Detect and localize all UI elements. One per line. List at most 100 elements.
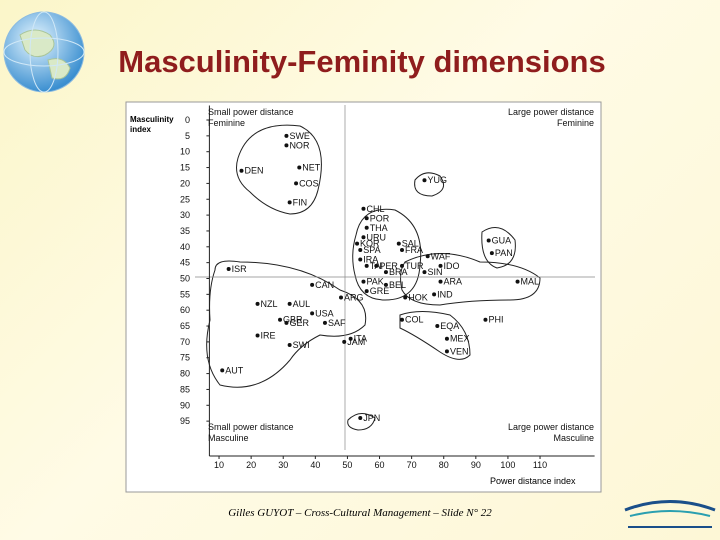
point-label: NET	[302, 163, 321, 173]
point-label: VEN	[450, 346, 469, 356]
x-tick-label: 70	[407, 460, 417, 470]
point-label: FRA	[405, 245, 423, 255]
point-label: JAM	[347, 337, 365, 347]
point	[361, 206, 366, 211]
point-label: SWI	[293, 340, 310, 350]
y-tick-label: 55	[180, 289, 190, 299]
x-tick-label: 30	[278, 460, 288, 470]
point-label: DEN	[245, 166, 264, 176]
y-tick-label: 50	[180, 273, 190, 283]
point	[444, 349, 449, 354]
point-label: PHI	[488, 315, 503, 325]
point-label: TUR	[405, 261, 424, 271]
y-tick-label: 5	[185, 131, 190, 141]
point-label: COL	[405, 315, 424, 325]
x-axis-label: Power distance index	[490, 476, 576, 486]
point	[403, 295, 408, 300]
point-label: CAN	[315, 280, 334, 290]
slide-title: Masculinity-Feminity dimensions	[118, 44, 605, 79]
point-label: NZL	[261, 299, 278, 309]
point-label: KOR	[360, 239, 380, 249]
point	[438, 279, 443, 284]
x-tick-label: 80	[439, 460, 449, 470]
point	[226, 266, 231, 271]
point-label: MEX	[450, 334, 470, 344]
point	[374, 263, 379, 268]
point	[400, 263, 404, 268]
y-tick-label: 15	[180, 163, 190, 173]
point	[383, 270, 388, 275]
point-label: IND	[437, 289, 453, 299]
point-label: EQA	[440, 321, 459, 331]
quadrant-label: Masculine	[553, 433, 594, 443]
point-label: FIN	[293, 197, 308, 207]
point-label: WAF	[431, 251, 451, 261]
y-tick-label: 40	[180, 242, 190, 252]
point-label: ITA	[354, 334, 367, 344]
point-label: SAF	[328, 318, 346, 328]
point	[294, 181, 299, 186]
point-label: IRE	[261, 331, 276, 341]
cluster-outlines	[206, 124, 541, 431]
quadrant-label: Small power distance	[208, 422, 294, 432]
point	[489, 251, 494, 256]
point-label: IRA	[363, 254, 378, 264]
plot-background	[125, 101, 602, 493]
point	[310, 311, 315, 316]
point	[255, 301, 260, 306]
point-label: SWE	[289, 131, 310, 141]
y-tick-label: 65	[180, 321, 190, 331]
point	[348, 336, 353, 341]
footer: Gilles GUYOT – Cross-Cultural Management…	[228, 507, 492, 519]
point	[383, 282, 388, 287]
point-label: AUT	[225, 365, 244, 375]
point-label: MAL	[521, 277, 540, 287]
y-tick-label: 30	[180, 210, 190, 220]
x-tick-label: 50	[342, 460, 352, 470]
y-tick-label: 20	[180, 178, 190, 188]
point	[287, 200, 292, 205]
point	[444, 336, 449, 341]
point	[287, 301, 292, 306]
point	[297, 165, 302, 170]
y-tick-label: 70	[180, 337, 190, 347]
point-label: ARA	[444, 277, 463, 287]
point-label: HOK	[408, 293, 428, 303]
quadrant-label: Masculine	[208, 433, 249, 443]
point-label: GBR	[283, 315, 303, 325]
y-tick-label: 80	[180, 369, 190, 379]
x-tick-label: 20	[246, 460, 256, 470]
x-tick-label: 100	[500, 460, 515, 470]
y-tick-label: 10	[180, 147, 190, 157]
y-tick-label: 35	[180, 226, 190, 236]
point-label: COS	[299, 178, 319, 188]
point	[284, 133, 289, 138]
point	[342, 339, 347, 344]
point	[422, 270, 427, 275]
quadrant-label: Feminine	[557, 118, 594, 128]
point	[361, 279, 366, 284]
point-label: SAL	[402, 239, 419, 249]
point-label: BRA	[389, 267, 408, 277]
point	[432, 292, 437, 297]
quadrant-label: Large power distance	[508, 107, 594, 117]
point-label: IDO	[444, 261, 460, 271]
globe-icon	[3, 11, 85, 93]
point-label: PAK	[366, 277, 383, 287]
point	[220, 368, 225, 373]
point	[364, 216, 369, 221]
point-label: NOR	[289, 140, 310, 150]
point	[396, 241, 401, 246]
point	[364, 263, 369, 268]
point	[239, 168, 244, 173]
point-label: JPN	[363, 413, 380, 423]
point	[364, 225, 369, 230]
point	[284, 320, 289, 325]
quadrant-label: Large power distance	[508, 422, 594, 432]
point	[438, 263, 443, 268]
logo	[624, 500, 716, 528]
quadrant-label: Feminine	[208, 118, 245, 128]
point-label: GRE	[370, 286, 390, 296]
point-label: GER	[289, 318, 309, 328]
